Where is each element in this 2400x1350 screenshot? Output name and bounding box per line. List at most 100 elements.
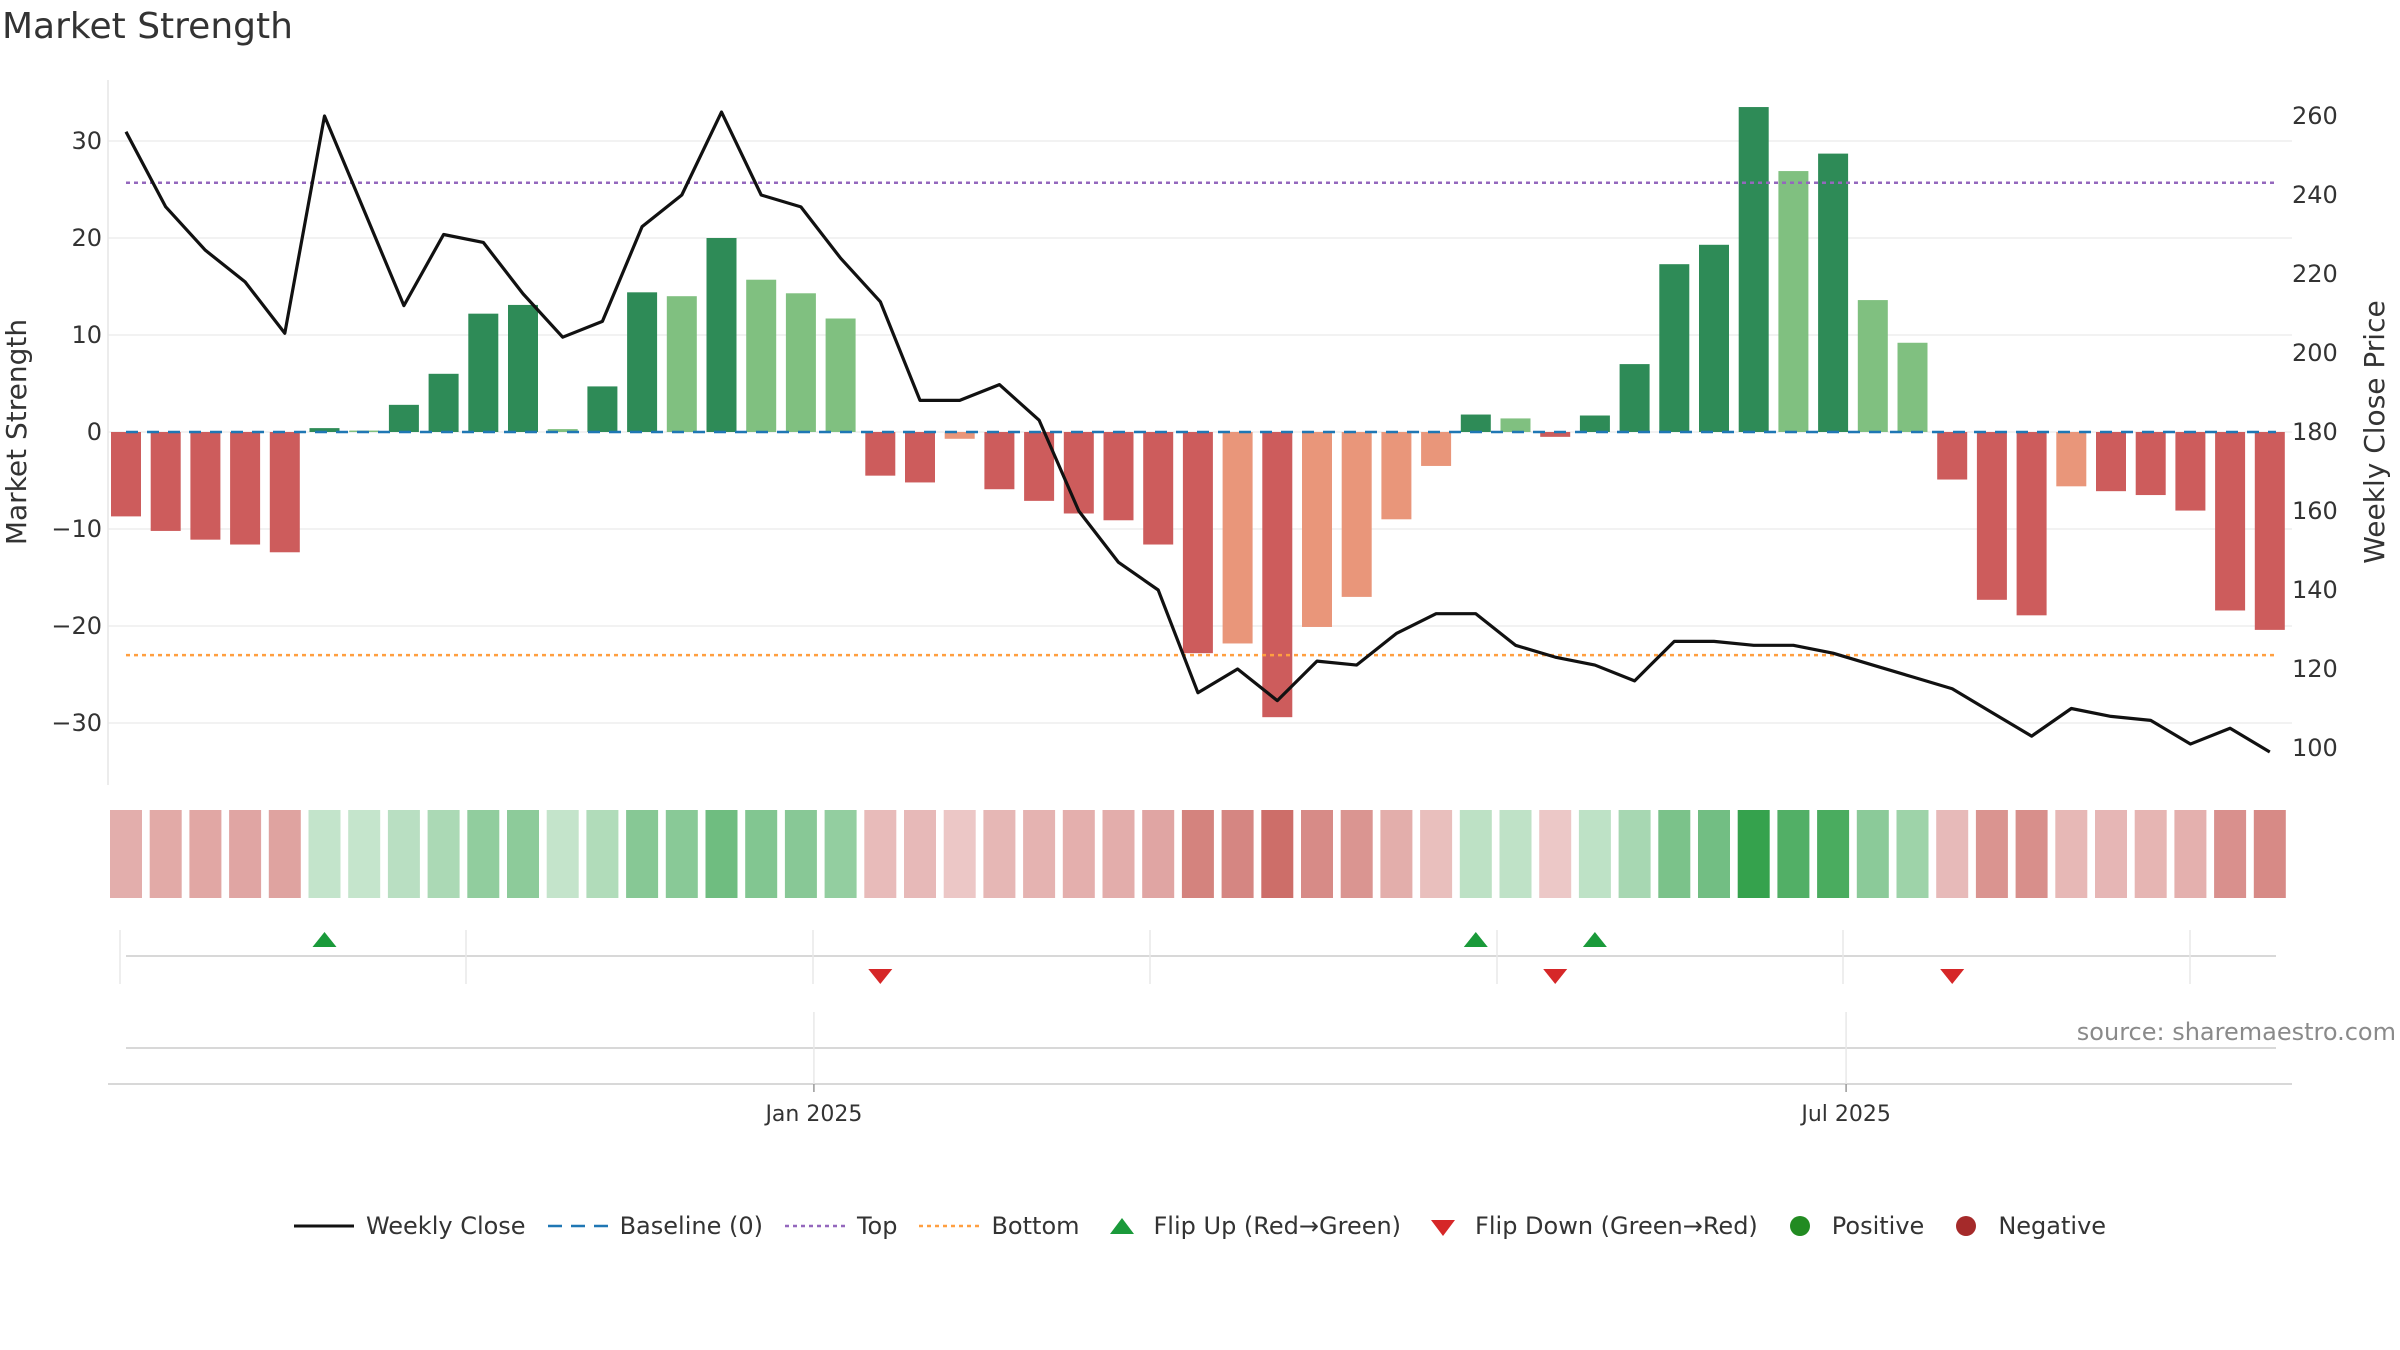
legend-flip-down: Flip Down (Green→Red) — [1423, 1212, 1758, 1240]
strength-bar — [508, 304, 538, 432]
heat-cell — [1975, 810, 2008, 898]
strength-bar — [111, 432, 141, 517]
legend-flip-down-label: Flip Down (Green→Red) — [1475, 1212, 1758, 1240]
heat-cell — [1856, 810, 1889, 898]
heat-cell — [1023, 810, 1056, 898]
heat-cell — [745, 810, 778, 898]
strength-bar — [1540, 432, 1571, 437]
weekly-close-line — [124, 110, 2271, 754]
strength-bar — [468, 313, 499, 432]
strength-bar — [865, 432, 896, 476]
heat-cell — [1737, 810, 1770, 898]
y-tick-label: −10 — [51, 515, 102, 543]
flip-down-marker — [868, 969, 893, 984]
heat-cell — [1221, 810, 1254, 898]
heat-cell — [983, 810, 1016, 898]
strength-bar — [2096, 432, 2126, 492]
x-tick-label: Jan 2025 — [763, 1102, 862, 1127]
heat-cell — [1340, 810, 1373, 898]
heat-cell — [904, 810, 936, 898]
y2-tick-label: 100 — [2292, 734, 2338, 762]
heat-cell — [2214, 810, 2247, 898]
heat-cell — [308, 810, 341, 898]
strength-bar — [1460, 414, 1491, 432]
strength-bar — [269, 432, 300, 553]
strength-bar — [1341, 432, 1372, 597]
legend-weekly-close-label: Weekly Close — [365, 1212, 526, 1240]
legend-baseline-label: Baseline (0) — [619, 1212, 763, 1240]
heat-cell — [110, 810, 142, 898]
heat-cell — [784, 810, 817, 898]
legend-top: Top — [784, 1212, 897, 1240]
flip-up-marker — [1582, 932, 1607, 947]
heat-cell — [1658, 810, 1691, 898]
heat-cell — [665, 810, 698, 898]
heat-cell — [1380, 810, 1413, 898]
heat-cell — [1539, 810, 1572, 898]
strength-bar — [1738, 107, 1769, 433]
weekly-close-series — [124, 110, 2271, 754]
flip-markers — [119, 930, 2276, 984]
heat-cell — [1698, 810, 1730, 898]
heat-cell — [1062, 810, 1095, 898]
bottom-swatch-icon — [919, 1224, 980, 1228]
strength-bar — [1579, 415, 1610, 432]
strength-bar — [984, 432, 1015, 490]
strength-bar — [706, 238, 737, 432]
y2-tick-label: 160 — [2292, 497, 2338, 525]
heat-cell — [348, 810, 381, 898]
legend: Weekly Close Baseline (0) Top Bottom Fli… — [0, 1212, 2400, 1240]
strength-bar — [666, 296, 697, 432]
strength-bar — [1302, 432, 1332, 627]
strength-bar — [388, 404, 419, 432]
legend-weekly-close: Weekly Close — [293, 1212, 526, 1240]
strength-bar — [825, 318, 856, 432]
heat-cell — [705, 810, 738, 898]
strength-bar — [1619, 364, 1650, 432]
heat-cell — [467, 810, 500, 898]
strength-bar — [2215, 432, 2246, 611]
strength-bar — [1103, 432, 1134, 521]
heat-cell — [2015, 810, 2048, 898]
heat-cell — [1459, 810, 1492, 898]
strength-bar — [1659, 264, 1690, 432]
heat-cell — [586, 810, 619, 898]
legend-positive: Positive — [1780, 1212, 1925, 1240]
strength-bar — [428, 373, 459, 432]
heat-cell — [507, 810, 539, 898]
strength-bar — [1699, 244, 1729, 432]
strength-bar — [1897, 342, 1928, 432]
x-tick-label: Jul 2025 — [1799, 1102, 1891, 1127]
negative-dot-icon — [1956, 1216, 1977, 1236]
strength-bar — [547, 429, 578, 432]
strength-bar — [2175, 432, 2206, 511]
strength-bar — [627, 292, 658, 432]
heat-cell — [1896, 810, 1929, 898]
strength-bar — [150, 432, 181, 531]
heat-cell — [864, 810, 897, 898]
heat-cell — [427, 810, 460, 898]
heat-cell — [1420, 810, 1453, 898]
heat-cell — [626, 810, 659, 898]
legend-positive-label: Positive — [1831, 1212, 1925, 1240]
strength-bar — [1262, 432, 1293, 718]
heat-cell — [1578, 810, 1611, 898]
strength-bar — [309, 428, 340, 432]
axes: 3020100−10−20−30260240220200180160140120… — [0, 80, 2391, 1127]
strength-bar — [746, 279, 777, 432]
heat-cell — [229, 810, 262, 898]
strength-bar — [1500, 418, 1531, 432]
y2-tick-label: 140 — [2292, 576, 2338, 604]
strength-heat-strip — [110, 810, 2286, 898]
strength-bar — [1421, 432, 1452, 466]
flip-down-marker — [1543, 969, 1568, 984]
strength-bar — [587, 386, 618, 432]
heat-cell — [1142, 810, 1175, 898]
strength-bar — [785, 293, 816, 432]
triangle-down-icon — [1431, 1220, 1456, 1236]
heat-cell — [2055, 810, 2088, 898]
strength-bar — [905, 432, 935, 483]
strength-bar — [2016, 432, 2047, 616]
heat-cell — [1777, 810, 1810, 898]
